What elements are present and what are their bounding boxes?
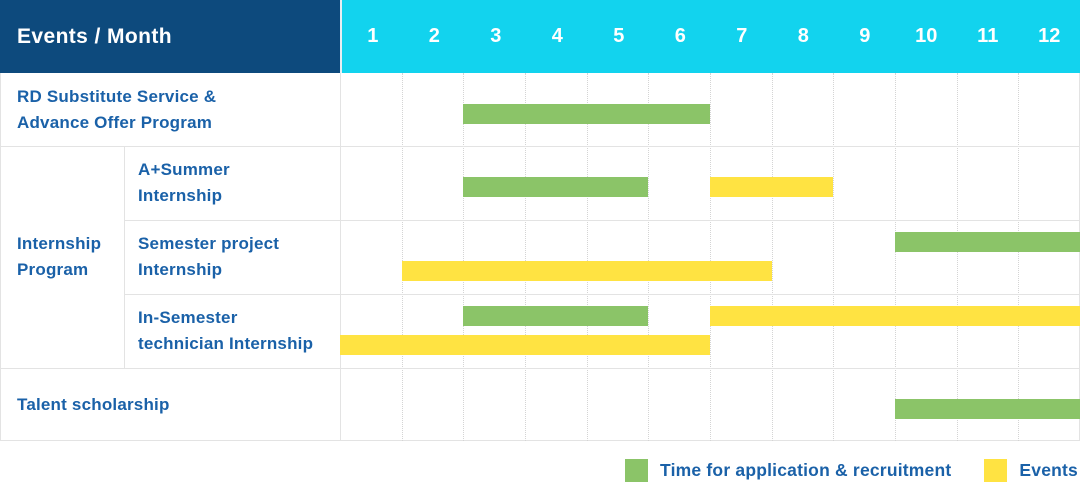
gantt-bar-recruitment-m10-m12 bbox=[895, 232, 1080, 252]
month-label-12: 12 bbox=[1038, 25, 1061, 47]
gantt-bar-event-m2-m7 bbox=[401, 261, 772, 281]
events-color-swatch bbox=[984, 458, 1008, 482]
month-label-5: 5 bbox=[613, 25, 625, 47]
month-label-7: 7 bbox=[736, 25, 748, 47]
gantt-bar-event-m7-m8 bbox=[710, 177, 834, 197]
gantt-bar-recruitment-m3-m6 bbox=[463, 104, 710, 124]
month-grid-line bbox=[771, 73, 773, 441]
month-grid-line bbox=[895, 73, 896, 441]
month-label-2: 2 bbox=[428, 25, 440, 47]
row-label-line: Internship bbox=[138, 186, 223, 205]
row-label-line: Internship bbox=[17, 234, 102, 253]
row-label-line: Internship bbox=[138, 260, 223, 279]
legend-item-recruitment: Time for application & recruitment bbox=[625, 458, 952, 482]
sub-column-divider bbox=[124, 146, 125, 368]
row-label-line: Talent scholarship bbox=[17, 394, 170, 414]
month-label-4: 4 bbox=[551, 25, 563, 47]
month-label-3: 3 bbox=[490, 25, 502, 47]
row-label-4: In-Semester technician Internship bbox=[138, 294, 313, 368]
table-left-border bbox=[0, 73, 1, 441]
month-grid-line bbox=[463, 73, 465, 441]
month-header-row: 1 2 3 4 5 6 7 8 9 10 11 12 bbox=[340, 0, 1080, 73]
row-divider bbox=[0, 368, 1080, 369]
gantt-bar-event-m7-m12 bbox=[710, 306, 1080, 326]
month-label-10: 10 bbox=[915, 25, 938, 47]
month-grid-line bbox=[833, 73, 835, 441]
row-label-line: A+Summer bbox=[138, 160, 230, 179]
events-month-header-cell: Events / Month bbox=[0, 0, 340, 73]
legend-item-events: Events bbox=[984, 458, 1078, 482]
gantt-bar-recruitment-m10-m12 bbox=[895, 399, 1080, 419]
month-grid-line bbox=[648, 73, 650, 441]
legend: Time for application & recruitment Event… bbox=[0, 450, 1078, 490]
month-label-8: 8 bbox=[797, 25, 809, 47]
row-label-line: Program bbox=[17, 260, 89, 279]
month-label-6: 6 bbox=[674, 25, 686, 47]
row-divider bbox=[124, 294, 1080, 295]
month-grid-line bbox=[956, 73, 958, 441]
month-grid-line bbox=[1018, 73, 1020, 441]
row-divider bbox=[124, 220, 1080, 221]
legend-label-recruitment: Time for application & recruitment bbox=[660, 459, 952, 480]
row-label-line: technician Internship bbox=[138, 334, 314, 353]
recruitment-color-swatch bbox=[625, 458, 649, 482]
row-label-line: RD Substitute Service & bbox=[17, 86, 217, 106]
page-title: Events / Month bbox=[17, 24, 172, 48]
month-grid-line bbox=[710, 73, 711, 441]
month-grid-line bbox=[401, 73, 403, 441]
row-divider bbox=[0, 146, 1080, 147]
gantt-bar-recruitment-m3-m5 bbox=[463, 177, 649, 197]
gantt-bar-event-m1-m6 bbox=[340, 335, 710, 355]
table-bottom-border bbox=[0, 440, 1080, 441]
row-label-1: RD Substitute Service & Advance Offer Pro… bbox=[17, 73, 216, 146]
gantt-bar-recruitment-m3-m5 bbox=[463, 306, 649, 326]
month-label-1: 1 bbox=[367, 25, 379, 47]
row-label-3: Semester project Internship bbox=[138, 220, 279, 294]
row-label-2: A+Summer Internship bbox=[138, 146, 230, 220]
label-column-divider bbox=[340, 73, 341, 441]
month-label-9: 9 bbox=[859, 25, 871, 47]
row-label-line: Semester project bbox=[138, 234, 280, 253]
group-label-internship-program: Internship Program bbox=[17, 146, 101, 368]
legend-label-events: Events bbox=[1019, 459, 1078, 480]
row-label-5: Talent scholarship bbox=[17, 368, 170, 441]
month-grid-line bbox=[525, 73, 526, 441]
month-label-11: 11 bbox=[977, 25, 999, 47]
month-grid-line bbox=[586, 73, 588, 441]
row-label-line: Advance Offer Program bbox=[17, 112, 213, 132]
row-label-line: In-Semester bbox=[138, 308, 238, 327]
